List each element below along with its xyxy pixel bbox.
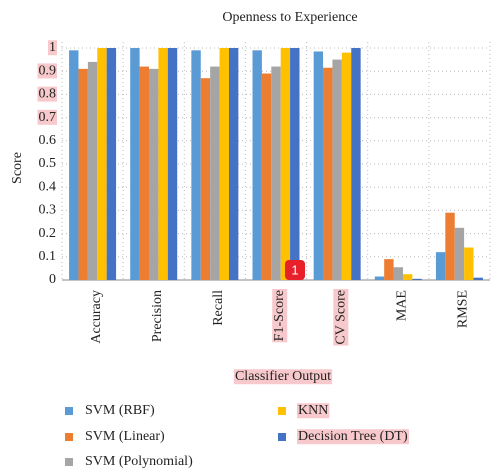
x-tick-label: Precision (150, 290, 165, 342)
legend-swatch (65, 458, 73, 466)
bar (271, 66, 281, 280)
bar (435, 252, 446, 280)
legend-swatch (65, 433, 73, 441)
bar (78, 68, 88, 280)
highlight (37, 63, 57, 79)
bar (228, 48, 239, 280)
legend-label: Decision Tree (DT) (298, 429, 408, 444)
bar (200, 78, 211, 280)
highlight (297, 403, 330, 419)
highlight (297, 429, 409, 445)
y-tick-label: 0.5 (39, 156, 57, 171)
bar (191, 50, 201, 280)
bar (402, 274, 413, 280)
highlight (37, 109, 57, 125)
bar (210, 66, 220, 280)
badge (285, 260, 305, 280)
bar (323, 67, 333, 280)
y-tick-label: 0.4 (39, 179, 57, 194)
bar (106, 48, 117, 280)
bar (87, 61, 98, 280)
legend-label: KNN (298, 403, 328, 418)
bar (290, 48, 300, 280)
bar (384, 259, 394, 280)
legend-label: SVM (Linear) (85, 429, 165, 444)
x-axis-label: Classifier Output (235, 369, 331, 384)
x-tick-label: Recall (211, 290, 226, 326)
legend-label: SVM (Polynomial) (85, 454, 193, 469)
legend-swatch (278, 407, 286, 415)
bar (454, 227, 465, 280)
bar (167, 48, 178, 280)
bar (341, 52, 352, 280)
y-axis-label: Score (10, 152, 25, 184)
bar (69, 50, 79, 280)
bar (332, 59, 342, 280)
legend-label: SVM (RBF) (85, 403, 155, 418)
x-tick-label: RMSE (456, 290, 471, 328)
bar (280, 48, 291, 280)
bar (464, 247, 474, 280)
y-tick-label: 0.6 (39, 133, 57, 148)
y-tick-label: 0.2 (39, 226, 57, 241)
y-tick-label: 1 (49, 40, 56, 55)
bar (412, 278, 422, 280)
x-tick-label: F1-Score (272, 290, 287, 341)
bar (351, 48, 361, 280)
y-tick-label: 0.7 (39, 110, 57, 125)
bar (374, 276, 385, 280)
y-tick-label: 0 (49, 272, 56, 287)
y-tick-label: 0.1 (39, 249, 57, 264)
highlight (272, 289, 288, 343)
x-tick-label: Accuracy (89, 290, 104, 344)
bar (445, 212, 455, 280)
highlight (48, 40, 57, 56)
bar (393, 267, 403, 280)
bar (313, 51, 324, 281)
chart-title: Openness to Experience (222, 10, 357, 25)
bar (473, 277, 483, 280)
bar (252, 50, 262, 280)
bar (149, 68, 159, 280)
bar (219, 48, 229, 280)
highlight (233, 369, 333, 385)
x-tick-label: CV Score (333, 290, 348, 345)
highlight (333, 289, 349, 346)
bar (139, 66, 150, 280)
badge-label: 1 (291, 262, 298, 277)
y-tick-label: 0.3 (39, 203, 57, 218)
y-tick-label: 0.9 (39, 63, 57, 78)
y-tick-label: 0.8 (39, 87, 57, 102)
bar (130, 48, 140, 280)
legend-swatch (65, 407, 73, 415)
bar (158, 48, 168, 280)
x-tick-label: MAE (395, 290, 410, 321)
legend-swatch (278, 433, 286, 441)
highlights (37, 40, 409, 445)
bar (261, 73, 272, 281)
bar (97, 48, 107, 280)
highlight (37, 86, 57, 102)
